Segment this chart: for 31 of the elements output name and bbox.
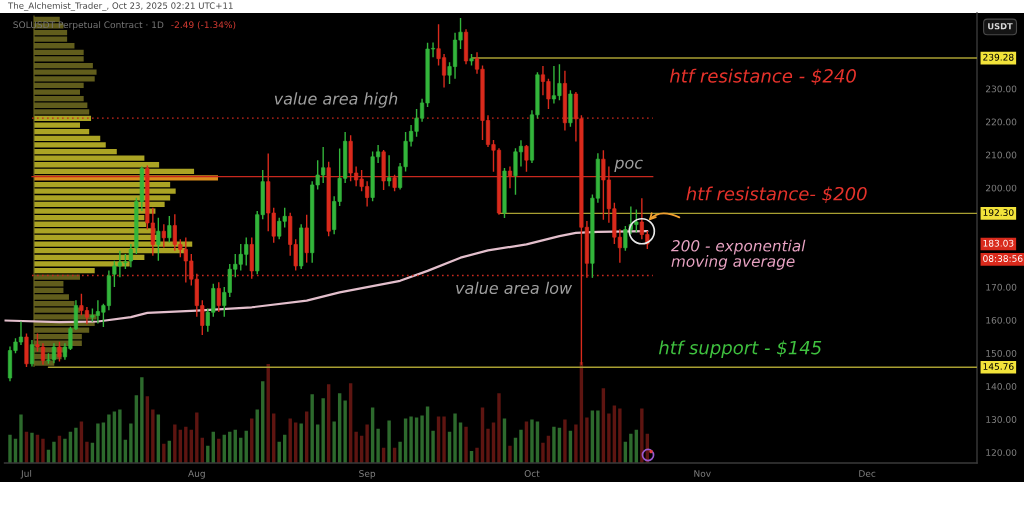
annotation: value area high: [274, 92, 398, 108]
y-tick-label: 140.00: [986, 383, 1017, 390]
x-tick-label: Nov: [694, 470, 711, 477]
y-axis-title: USDT: [988, 23, 1013, 30]
y-tick-label: 230.00: [985, 85, 1017, 93]
annotation: htf resistance- $200: [686, 186, 867, 203]
annotation: htf resistance - $240: [669, 68, 856, 86]
text: -2.49 (-1.34%): [171, 21, 236, 30]
annotation: value area low: [456, 281, 573, 295]
y-tick-label: 160.00: [986, 316, 1017, 324]
text: 08:38:56: [983, 255, 1023, 262]
annotation: 200 - exponential moving average: [671, 239, 806, 270]
x-tick-label: Aug: [188, 470, 205, 479]
text: The_Alchemist_Trader_, Oct 23, 2025 02:21 UTC+11: [7, 2, 233, 11]
y-tick-label: 150.00: [986, 349, 1017, 357]
y-tick-label: 130.00: [986, 416, 1017, 423]
x-tick-label: Jul: [20, 469, 32, 479]
y-tick-label: 220.00: [985, 118, 1017, 126]
x-tick-label: Dec: [859, 470, 876, 477]
y-tick-label: 210.00: [985, 151, 1017, 159]
y-tick-label: 200.00: [985, 184, 1017, 192]
annotation: htf support - $145: [658, 340, 822, 358]
data-label: 239.28: [983, 53, 1014, 61]
x-tick-label: Sep: [359, 470, 376, 479]
data-label: 145.76: [983, 363, 1014, 370]
y-tick-label: 170.00: [986, 283, 1017, 291]
x-tick-label: Oct: [524, 470, 540, 477]
annotation: poc: [614, 159, 643, 172]
data-label: 192.30: [983, 209, 1014, 216]
text: 183.03: [983, 239, 1014, 247]
y-tick-label: 120.00: [986, 449, 1017, 456]
